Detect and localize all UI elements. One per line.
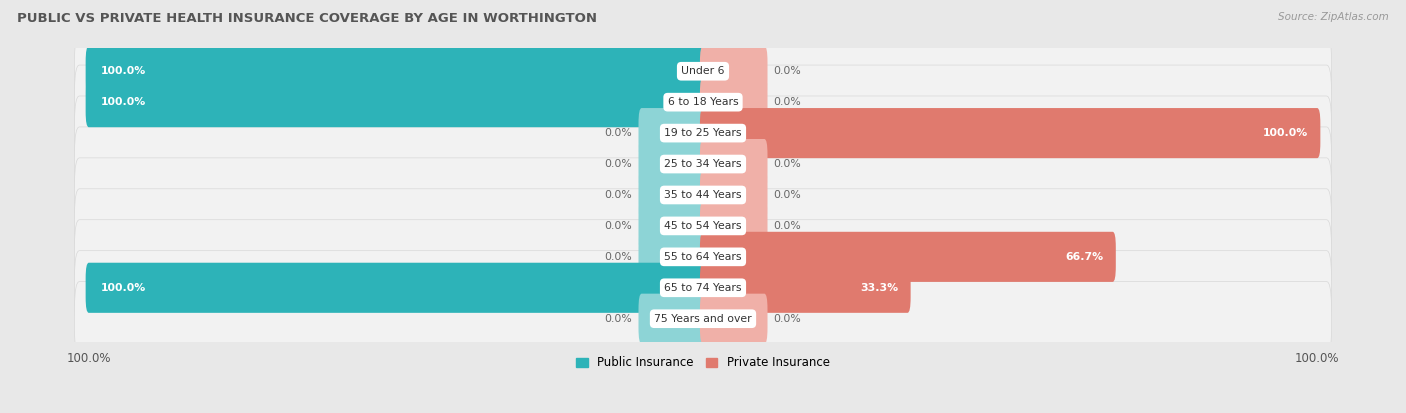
- Text: 0.0%: 0.0%: [605, 314, 633, 324]
- Text: 65 to 74 Years: 65 to 74 Years: [664, 283, 742, 293]
- Text: 45 to 54 Years: 45 to 54 Years: [664, 221, 742, 231]
- FancyBboxPatch shape: [700, 263, 911, 313]
- Text: 66.7%: 66.7%: [1066, 252, 1104, 262]
- Text: 33.3%: 33.3%: [860, 283, 898, 293]
- Text: 0.0%: 0.0%: [773, 314, 801, 324]
- FancyBboxPatch shape: [75, 251, 1331, 325]
- FancyBboxPatch shape: [75, 282, 1331, 356]
- FancyBboxPatch shape: [75, 127, 1331, 201]
- Text: 35 to 44 Years: 35 to 44 Years: [664, 190, 742, 200]
- Text: 19 to 25 Years: 19 to 25 Years: [664, 128, 742, 138]
- Text: 0.0%: 0.0%: [773, 66, 801, 76]
- Text: 0.0%: 0.0%: [605, 128, 633, 138]
- FancyBboxPatch shape: [75, 65, 1331, 139]
- Text: Under 6: Under 6: [682, 66, 724, 76]
- Text: 100.0%: 100.0%: [1263, 128, 1308, 138]
- FancyBboxPatch shape: [700, 77, 768, 127]
- Text: 75 Years and over: 75 Years and over: [654, 314, 752, 324]
- Text: 0.0%: 0.0%: [773, 159, 801, 169]
- Text: 55 to 64 Years: 55 to 64 Years: [664, 252, 742, 262]
- FancyBboxPatch shape: [75, 189, 1331, 263]
- FancyBboxPatch shape: [75, 34, 1331, 108]
- FancyBboxPatch shape: [638, 201, 706, 251]
- FancyBboxPatch shape: [638, 232, 706, 282]
- Text: 0.0%: 0.0%: [605, 159, 633, 169]
- FancyBboxPatch shape: [75, 158, 1331, 232]
- FancyBboxPatch shape: [86, 77, 706, 127]
- Text: 6 to 18 Years: 6 to 18 Years: [668, 97, 738, 107]
- Text: Source: ZipAtlas.com: Source: ZipAtlas.com: [1278, 12, 1389, 22]
- Text: 0.0%: 0.0%: [605, 190, 633, 200]
- Text: 0.0%: 0.0%: [773, 190, 801, 200]
- FancyBboxPatch shape: [638, 170, 706, 220]
- Text: PUBLIC VS PRIVATE HEALTH INSURANCE COVERAGE BY AGE IN WORTHINGTON: PUBLIC VS PRIVATE HEALTH INSURANCE COVER…: [17, 12, 598, 25]
- Text: 0.0%: 0.0%: [773, 221, 801, 231]
- FancyBboxPatch shape: [700, 170, 768, 220]
- Text: 100.0%: 100.0%: [101, 97, 146, 107]
- Text: 100.0%: 100.0%: [101, 66, 146, 76]
- FancyBboxPatch shape: [700, 139, 768, 189]
- FancyBboxPatch shape: [700, 294, 768, 344]
- Text: 0.0%: 0.0%: [605, 252, 633, 262]
- FancyBboxPatch shape: [75, 220, 1331, 294]
- Text: 25 to 34 Years: 25 to 34 Years: [664, 159, 742, 169]
- FancyBboxPatch shape: [700, 108, 1320, 158]
- Text: 0.0%: 0.0%: [605, 221, 633, 231]
- Text: 0.0%: 0.0%: [773, 97, 801, 107]
- FancyBboxPatch shape: [86, 263, 706, 313]
- FancyBboxPatch shape: [638, 294, 706, 344]
- FancyBboxPatch shape: [700, 46, 768, 96]
- FancyBboxPatch shape: [700, 232, 1116, 282]
- FancyBboxPatch shape: [86, 46, 706, 96]
- FancyBboxPatch shape: [638, 139, 706, 189]
- FancyBboxPatch shape: [75, 96, 1331, 170]
- Legend: Public Insurance, Private Insurance: Public Insurance, Private Insurance: [571, 352, 835, 374]
- FancyBboxPatch shape: [700, 201, 768, 251]
- FancyBboxPatch shape: [638, 108, 706, 158]
- Text: 100.0%: 100.0%: [101, 283, 146, 293]
